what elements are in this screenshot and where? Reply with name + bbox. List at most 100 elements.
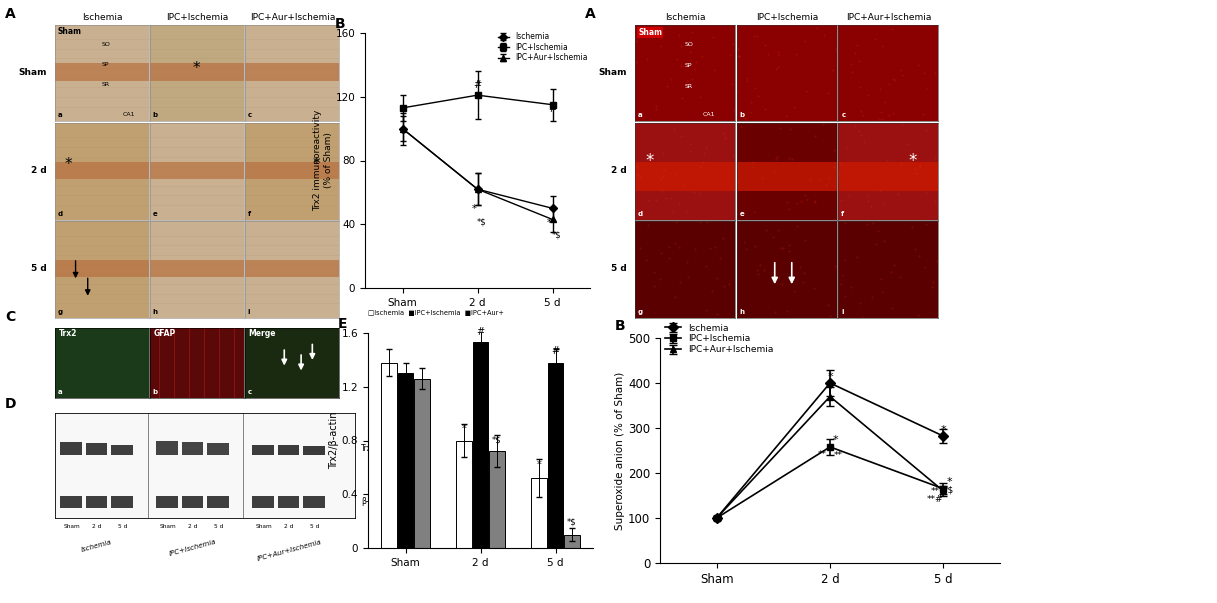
Text: B: B [335,17,346,31]
Text: *: * [192,61,200,76]
Text: 2 d: 2 d [611,166,627,175]
Text: Sham: Sham [63,524,80,529]
Text: a: a [57,390,62,396]
Text: **: ** [931,487,940,496]
Bar [60,496,82,508]
Text: E: E [338,317,348,331]
Text: SP: SP [102,62,110,67]
Text: 5 d: 5 d [32,264,47,273]
Text: B: B [615,319,626,333]
Bar [207,496,229,508]
Text: 5 d: 5 d [611,264,627,273]
Text: *: * [546,218,551,228]
Text: #: # [473,80,482,90]
Bar [381,362,397,548]
Text: f: f [841,211,845,217]
Text: h: h [153,309,158,315]
Text: Ischemia: Ischemia [82,539,113,553]
Text: *$: *$ [567,517,577,526]
Text: **#: **# [927,496,943,505]
Bar [156,441,178,455]
Text: Sham: Sham [159,524,176,529]
Bar [414,379,430,548]
Text: Sham: Sham [57,27,82,36]
Text: IPC+Ischemia: IPC+Ischemia [167,13,229,22]
Text: *: * [537,460,542,470]
Text: *$: *$ [476,218,486,227]
Text: 2 d: 2 d [189,524,197,529]
Text: Ischemia: Ischemia [666,13,706,22]
Text: *: * [461,424,466,434]
Text: *: * [946,476,952,487]
Text: a: a [57,113,62,118]
Bar [548,362,563,548]
Text: c: c [248,390,252,396]
Text: f: f [248,211,251,217]
Text: D: D [5,397,17,411]
Bar [55,260,148,277]
Text: 2 d: 2 d [32,166,47,175]
Bar [252,444,274,455]
Text: IPC+Aur+Ischemia: IPC+Aur+Ischemia [256,539,323,562]
Text: 2 d: 2 d [285,524,293,529]
Text: Merge: Merge [248,329,276,338]
Text: Ischemia: Ischemia [83,13,123,22]
Text: *: * [471,204,476,213]
Text: Sham: Sham [256,524,271,529]
Bar [303,496,325,508]
Text: Sham: Sham [599,68,627,77]
Text: b: b [153,113,158,118]
Bar [111,444,133,455]
Text: SP: SP [685,63,692,68]
Bar [60,443,82,455]
Text: *$: *$ [944,485,954,494]
Text: #: # [549,104,556,115]
Bar [150,63,243,81]
Text: C: C [5,310,16,324]
Text: b: b [740,113,745,118]
Bar [150,162,243,179]
Text: A: A [5,7,16,21]
Legend: Ischemia, IPC+Ischemia, IPC+Aur+Ischemia: Ischemia, IPC+Ischemia, IPC+Aur+Ischemia [494,29,590,65]
Text: a: a [638,113,643,118]
Bar [245,260,338,277]
Text: h: h [740,309,745,315]
Text: □Ischemia  ■IPC+Ischemia  ■IPC+Aur+: □Ischemia ■IPC+Ischemia ■IPC+Aur+ [368,310,504,316]
Bar [531,478,546,548]
Text: *: * [908,153,916,171]
Y-axis label: Trx2 immunoreactivity
(% of Sham): Trx2 immunoreactivity (% of Sham) [313,110,332,211]
Text: Sham: Sham [638,28,662,37]
Text: d: d [57,211,63,217]
Text: **: ** [834,452,842,461]
Text: SR: SR [102,83,110,87]
Bar [245,63,338,81]
Bar [456,441,472,548]
Bar [303,446,325,455]
Text: c: c [248,113,252,118]
Text: *$: *$ [492,435,501,444]
Bar [111,496,133,508]
Bar [245,162,338,179]
Legend: Ischemia, IPC+Ischemia, IPC+Aur+Ischemia: Ischemia, IPC+Ischemia, IPC+Aur+Ischemia [661,320,778,358]
Text: 5 d: 5 d [214,524,223,529]
Text: IPC+Ischemia: IPC+Ischemia [757,13,819,22]
Bar [277,445,299,455]
Text: **: ** [818,450,826,459]
Bar [277,496,299,508]
Bar [252,496,274,508]
Text: CA1: CA1 [123,112,135,116]
Text: *: * [645,153,654,171]
Text: *: * [941,425,946,435]
Text: *: * [65,157,72,172]
Bar [565,535,579,548]
Text: GFAP: GFAP [153,329,176,338]
Text: 2 d: 2 d [92,524,102,529]
Text: c: c [841,113,846,118]
Text: β-actin: β-actin [361,497,388,506]
Text: CA1: CA1 [703,112,716,116]
Bar [150,260,243,277]
Text: *: * [828,372,832,382]
Text: e: e [153,211,157,217]
Text: d: d [638,211,643,217]
Bar [207,443,229,455]
